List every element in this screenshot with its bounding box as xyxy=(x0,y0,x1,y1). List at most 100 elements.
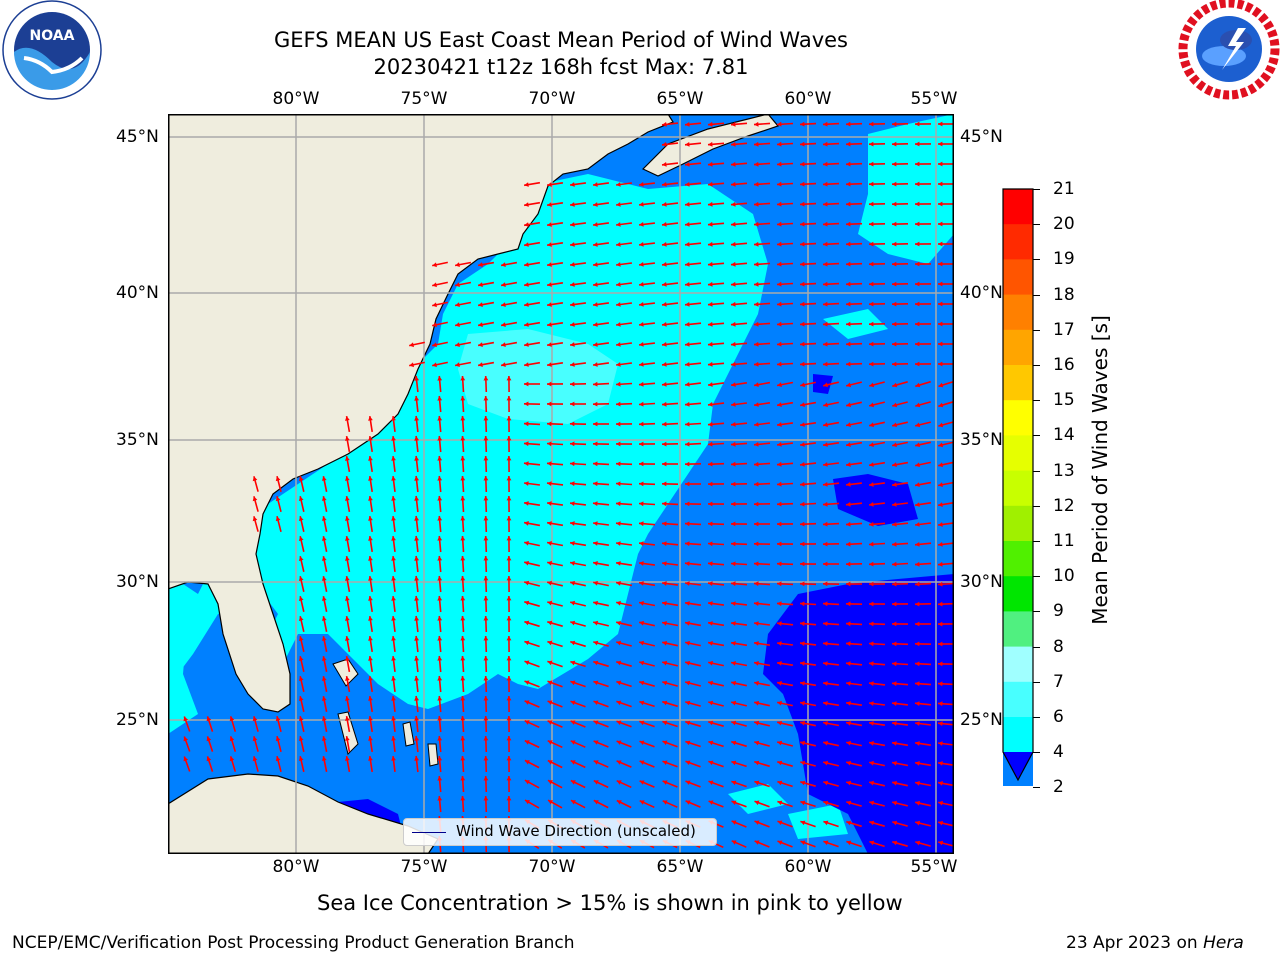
land-bahamas xyxy=(402,721,415,747)
wind-wave-arrow-head xyxy=(639,421,644,427)
wind-wave-arrow-head xyxy=(754,121,759,127)
wind-wave-arrow-head xyxy=(777,621,782,626)
wind-wave-arrow-head xyxy=(800,361,805,367)
wind-wave-arrow-head xyxy=(777,121,782,127)
wind-wave-arrow-head xyxy=(483,696,489,701)
wind-wave-arrow-head xyxy=(892,121,897,127)
wind-wave-arrow-head xyxy=(846,561,851,567)
wind-wave-arrow-head xyxy=(391,736,396,741)
wind-wave-arrow-head xyxy=(483,736,489,741)
wind-wave-arrow-head xyxy=(437,736,443,741)
wind-wave-arrow-head xyxy=(639,182,644,187)
wind-wave-arrow-head xyxy=(938,661,943,667)
wind-wave-arrow-head xyxy=(391,616,396,621)
wind-wave-arrow-head xyxy=(616,342,621,347)
wind-wave-arrow-head xyxy=(708,201,713,207)
colorbar-segment xyxy=(1003,259,1033,296)
wind-wave-arrow-head xyxy=(777,561,782,567)
wind-wave-arrow-head xyxy=(345,656,350,661)
wind-wave-arrow-head xyxy=(777,241,782,247)
map-legend: Wind Wave Direction (unscaled) xyxy=(403,818,717,846)
wind-wave-arrow-head xyxy=(662,302,667,307)
wind-wave-arrow-head xyxy=(616,282,621,287)
wind-wave-arrow-head xyxy=(593,202,598,207)
wind-wave-arrow-head xyxy=(593,501,598,506)
wind-wave-arrow-head xyxy=(685,720,691,726)
wind-wave-arrow-head xyxy=(823,462,828,467)
wind-wave-arrow-head xyxy=(455,342,460,347)
wind-wave-arrow-head xyxy=(915,221,920,227)
wind-wave-arrow-head xyxy=(777,820,783,825)
wind-wave-arrow-head xyxy=(414,656,419,661)
colorbar-tick-mark xyxy=(1033,365,1040,366)
wind-wave-arrow-head xyxy=(298,536,304,541)
wind-wave-arrow-head xyxy=(777,581,782,587)
wind-wave-arrow-head xyxy=(869,621,874,627)
wind-wave-arrow-head xyxy=(275,756,281,762)
wind-wave-arrow-head xyxy=(460,716,466,721)
wind-wave-arrow-head xyxy=(524,242,529,247)
wind-wave-arrow-head xyxy=(437,376,443,381)
wind-wave-arrow-head xyxy=(731,402,736,407)
wind-wave-arrow-head xyxy=(731,621,736,626)
wind-wave-arrow-head xyxy=(570,660,576,666)
wind-wave-arrow-head xyxy=(685,242,690,247)
wind-wave-arrow-head xyxy=(570,441,575,447)
wind-wave-arrow-head xyxy=(321,696,327,701)
wind-wave-arrow-head xyxy=(639,202,644,207)
wind-wave-arrow-head xyxy=(483,596,489,601)
wind-wave-arrow-head xyxy=(616,581,621,586)
wind-wave-arrow-head xyxy=(915,502,920,507)
wind-wave-arrow-head xyxy=(869,780,874,786)
wind-wave-arrow-head xyxy=(662,142,667,147)
wind-wave-arrow-head xyxy=(321,476,327,481)
wind-wave-arrow-head xyxy=(639,581,644,586)
wind-wave-arrow-head xyxy=(321,516,327,521)
colorbar-segment xyxy=(1003,365,1033,401)
date-stamp: 23 Apr 2023 on Hera xyxy=(1066,933,1244,953)
wind-wave-arrow-head xyxy=(391,496,396,501)
wind-wave-arrow-head xyxy=(731,521,736,527)
wind-wave-arrow-head xyxy=(823,820,829,826)
wind-wave-arrow-head xyxy=(524,740,530,745)
wind-wave-arrow-head xyxy=(391,756,396,761)
wind-wave-arrow-head xyxy=(915,121,920,127)
wind-wave-arrow-head xyxy=(298,496,304,501)
wind-wave-arrow-head xyxy=(915,442,920,448)
wind-wave-arrow-head xyxy=(368,736,373,741)
wind-wave-arrow-head xyxy=(708,161,713,167)
wind-wave-arrow-head xyxy=(414,376,419,381)
wind-wave-arrow-head xyxy=(892,241,897,247)
wind-wave-arrow-head xyxy=(777,261,782,267)
wind-wave-arrow-head xyxy=(800,402,805,407)
wind-wave-arrow-head xyxy=(593,262,598,267)
wind-wave-arrow-head xyxy=(524,322,529,327)
lon-label-top: 75°W xyxy=(400,89,448,109)
wind-wave-arrow-head xyxy=(800,840,806,845)
wind-wave-arrow-head xyxy=(593,680,599,686)
wind-wave-arrow-head xyxy=(846,800,852,806)
wind-wave-arrow-head xyxy=(869,422,874,428)
colorbar-tick-label: 21 xyxy=(1053,179,1075,199)
wind-wave-arrow-head xyxy=(593,282,598,287)
wind-wave-arrow-head xyxy=(321,656,327,661)
wind-wave-arrow-head xyxy=(708,421,713,427)
wind-wave-arrow-head xyxy=(708,241,713,247)
wind-wave-arrow-head xyxy=(754,321,759,327)
wind-wave-arrow-head xyxy=(938,741,943,746)
wind-wave-arrow-head xyxy=(570,640,576,646)
wind-wave-arrow-head xyxy=(915,621,920,627)
colorbar-tick-mark xyxy=(1033,717,1040,718)
wind-wave-arrow-head xyxy=(846,521,851,527)
wind-wave-arrow-head xyxy=(846,840,852,846)
wind-wave-arrow-head xyxy=(823,581,828,587)
wind-wave-arrow-head xyxy=(754,422,759,427)
wind-wave-arrow-head xyxy=(639,561,644,566)
wind-wave-arrow-head xyxy=(547,302,552,307)
wind-wave-arrow-head xyxy=(731,601,736,606)
wind-wave-arrow-head xyxy=(777,181,782,187)
wind-wave-arrow-head xyxy=(869,261,874,267)
wind-wave-arrow-head xyxy=(345,636,350,641)
wind-wave-arrow-head xyxy=(483,636,489,641)
wind-wave-arrow-head xyxy=(414,416,419,421)
